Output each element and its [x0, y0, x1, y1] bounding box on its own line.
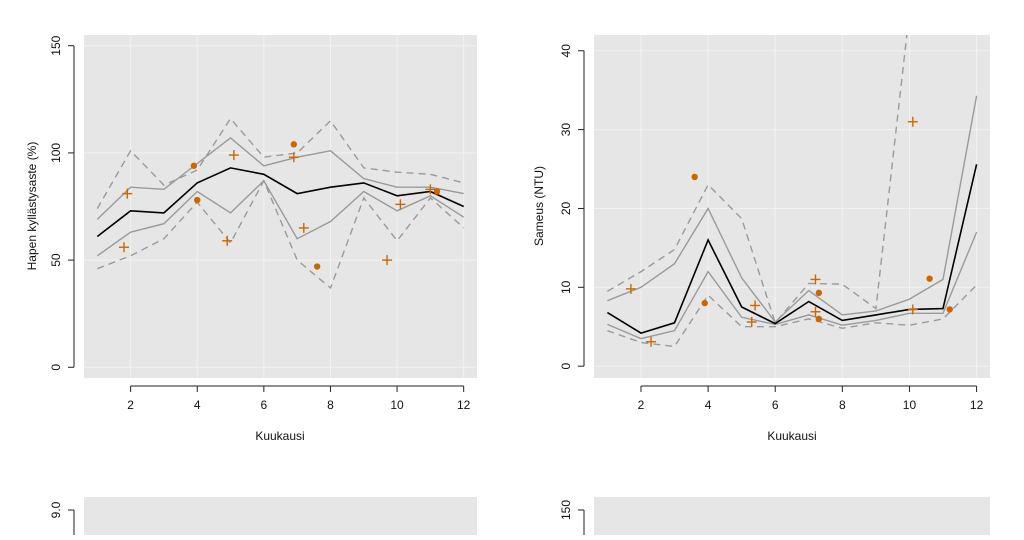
observation-dot — [190, 162, 198, 169]
observation-dot — [926, 275, 933, 282]
observation-dot — [313, 263, 321, 270]
x-tick-label: 8 — [327, 398, 334, 412]
y-tick-label: 150 — [49, 35, 63, 55]
series-line-upper-outer — [96, 117, 464, 209]
x-tick-label: 12 — [970, 398, 984, 412]
observation-dot — [815, 315, 823, 323]
plot-background — [84, 497, 477, 540]
observation-plus — [810, 306, 821, 317]
y-tick-label: 30 — [559, 123, 573, 137]
observation-dot — [815, 289, 823, 297]
observation-dot — [290, 141, 298, 148]
observation-dot — [433, 188, 441, 195]
observation-plus — [395, 199, 406, 210]
observation-plus — [222, 235, 233, 246]
observation-plus — [810, 274, 821, 285]
plot-background — [594, 497, 990, 540]
observation-plus — [907, 304, 918, 315]
y-tick-label: 100 — [49, 143, 63, 163]
y-tick-label: 50 — [49, 253, 63, 267]
x-tick-label: 12 — [457, 398, 471, 412]
y-tick-label: 10 — [559, 280, 573, 294]
observation-plus — [122, 188, 133, 199]
observation-dot — [194, 196, 201, 204]
x-axis-label: Kuukausi — [767, 429, 816, 443]
series-line-lower-inner — [96, 179, 465, 257]
observation-plus — [425, 184, 436, 195]
observation-plus — [746, 317, 757, 328]
plot-area — [96, 117, 465, 290]
x-tick-label: 10 — [390, 398, 404, 412]
chart-panel-2: 2 4 6 8 10 12 0 10 20 30 40 Kuukausi Sameus (NTU) — [532, 35, 990, 443]
x-tick-label: 10 — [903, 398, 917, 412]
observation-plus — [298, 222, 309, 233]
observation-plus — [750, 300, 761, 311]
observation-dot — [701, 299, 708, 307]
y-tick-label: 40 — [559, 44, 573, 58]
observation-plus — [228, 150, 239, 161]
x-tick-label: 4 — [194, 398, 201, 412]
plot-area — [606, 35, 978, 348]
observation-plus — [646, 336, 657, 347]
y-tick-label: 150 — [559, 500, 573, 520]
chart-panel-1: 2 4 6 8 10 12 0 50 100 150 Kuukausi Hapen kyllästys… — [25, 35, 477, 443]
y-tick-label: 9.0 — [49, 501, 63, 518]
observation-dot — [691, 173, 698, 181]
y-tick-label: 20 — [559, 201, 573, 215]
plot-background — [84, 35, 477, 378]
series-line-lower-outer — [97, 179, 465, 290]
x-tick-label: 6 — [261, 398, 268, 412]
y-tick-label: 0 — [49, 364, 63, 371]
observation-dot — [946, 306, 953, 313]
x-axis-label: Kuukausi — [255, 429, 304, 443]
series-line-lower-outer — [607, 284, 978, 348]
x-tick-label: 6 — [772, 398, 779, 412]
observation-plus — [625, 283, 636, 294]
y-tick-label: 0 — [559, 363, 573, 370]
series-line-upper-outer — [607, 35, 908, 325]
y-axis-label: Sameus (NTU) — [532, 166, 546, 246]
observation-plus — [118, 242, 129, 253]
chart-panel-4-partial: 150 — [559, 497, 990, 540]
x-tick-label: 2 — [638, 398, 645, 412]
observation-plus — [288, 152, 299, 163]
plot-background — [594, 35, 990, 378]
series-line-upper-inner — [96, 137, 464, 220]
series-line-upper-inner — [607, 95, 978, 324]
observation-plus — [907, 116, 918, 127]
series-line-lower-inner — [607, 231, 978, 340]
observation-plus — [382, 255, 393, 266]
x-tick-label: 8 — [839, 398, 846, 412]
series-line-median — [96, 167, 465, 238]
x-tick-label: 2 — [127, 398, 134, 412]
x-tick-label: 4 — [705, 398, 712, 412]
y-axis-label: Hapen kyllästysaste (%) — [25, 142, 39, 271]
chart-panel-3-partial: 9.0 — [49, 497, 477, 540]
